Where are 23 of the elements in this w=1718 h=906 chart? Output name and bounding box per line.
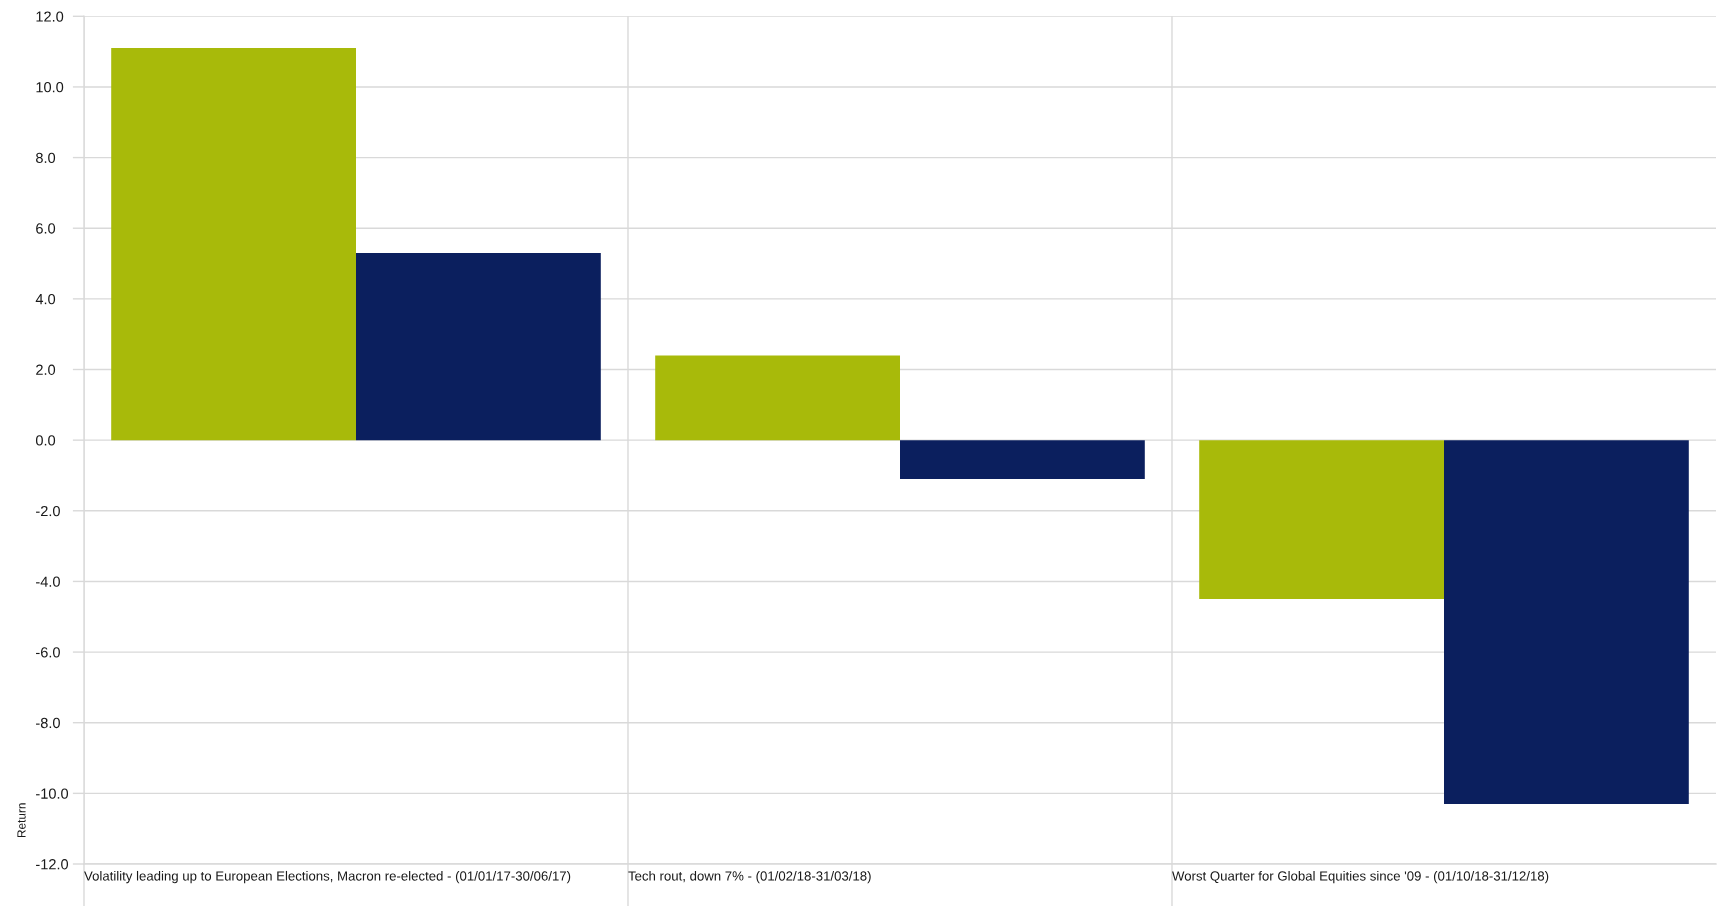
y-tick-label: -6.0 [36,647,60,658]
y-tick-label: -12.0 [36,859,69,870]
x-tick-label: Volatility leading up to European Elections, Macron re-elected - (01/01/17-30/06/17) [84,870,571,884]
bar [356,252,601,441]
bar [111,48,356,441]
y-tick-label: 4.0 [35,293,56,305]
bar [900,440,1145,479]
y-tick-label: 10.0 [36,82,64,93]
y-tick-label: -10.0 [36,788,69,799]
y-tick-label: -8.0 [36,717,60,729]
y-tick-label: 0.0 [35,435,56,446]
y-axis-title: Return [17,803,26,838]
y-tick-label: -4.0 [36,576,60,587]
bar [1199,440,1444,600]
y-tick-label: 12.0 [36,11,64,22]
y-tick-label: -2.0 [36,505,60,517]
bar [1444,440,1689,804]
y-tick-label: 8.0 [36,152,56,164]
x-tick-label: Worst Quarter for Global Equities since '09 - (01/10/18-31/12/18) [1172,870,1549,884]
x-tick-label: Tech rout, down 7% - (01/02/18-31/03/18) [628,870,871,884]
y-tick-label: 2.0 [36,364,56,375]
y-tick-label: 6.0 [36,223,56,234]
bar [655,355,900,441]
